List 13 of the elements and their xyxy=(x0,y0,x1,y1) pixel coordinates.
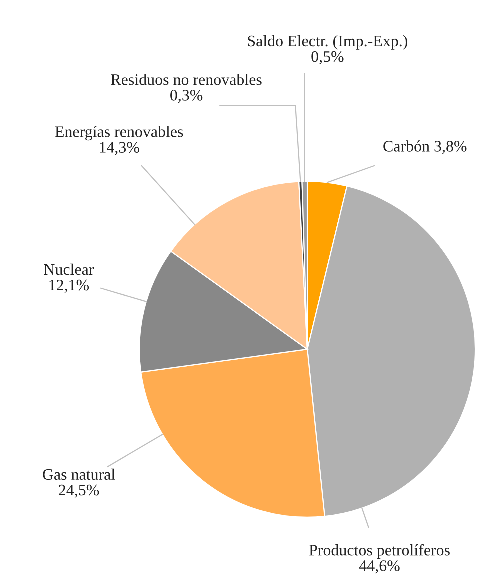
slice-label: Nuclear xyxy=(44,264,94,276)
data-label: 24,5% xyxy=(59,484,100,498)
slice-label: Energías renovables xyxy=(55,126,184,141)
slice-label: Productos petrolíferos xyxy=(309,544,450,560)
slice-label: Residuos no renovables xyxy=(111,74,262,86)
slice-label: Carbón 3,8% xyxy=(384,140,467,154)
data-label: 0,5% xyxy=(312,51,344,64)
data-label: 0,3% xyxy=(170,90,203,104)
data-label: 14,3% xyxy=(100,142,140,156)
slice-label: Gas natural xyxy=(43,468,116,480)
slice-label: Saldo Electr. (Imp.-Exp.) xyxy=(248,35,408,50)
data-label: 12,1% xyxy=(50,280,90,293)
data-label: 44,6% xyxy=(359,560,400,574)
